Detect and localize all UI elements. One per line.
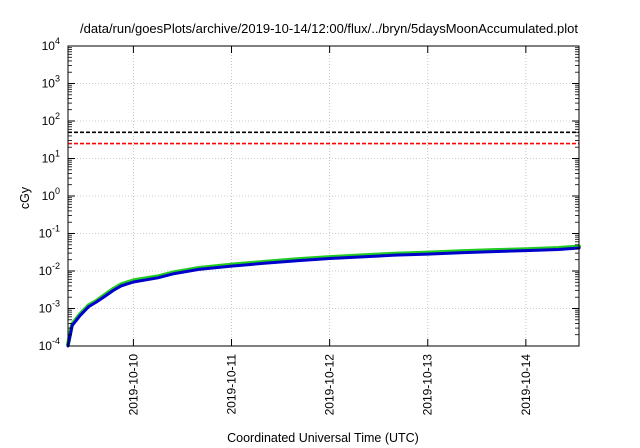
y-tick-label: 10-3 [39,299,60,316]
y-tick-label: 10-2 [39,261,60,278]
y-tick-label: 100 [42,186,60,203]
x-tick-labels: 2019-10-10 2019-10-11 2019-10-12 2019-10-13… [126,354,532,416]
y-axis-label: cGy [18,186,32,209]
y-tick-label: 102 [42,111,60,128]
x-tick-label: 2019-10-11 [225,354,239,415]
grid [68,46,579,346]
x-axis-label: Coordinated Universal Time (UTC) [227,431,419,445]
y-tick-label: 103 [42,74,60,91]
x-tick-label: 2019-10-10 [126,354,140,416]
axis-ticks [68,45,579,347]
x-tick-label: 2019-10-12 [323,354,337,416]
y-tick-label: 10-1 [39,224,60,241]
x-tick-label: 2019-10-14 [519,354,533,416]
data-series-line [66,246,581,348]
series-lines [66,244,581,348]
threshold-lines [68,131,579,145]
y-tick-label: 104 [42,36,60,53]
y-tick-labels: 10-4 10-3 10-2 10-1 100 101 102 103 104 [39,36,60,353]
y-tick-label: 101 [42,149,60,166]
x-tick-label: 2019-10-13 [421,354,435,416]
chart-title: /data/run/goesPlots/archive/2019-10-14/1… [80,21,578,36]
y-tick-label: 10-4 [39,336,60,353]
